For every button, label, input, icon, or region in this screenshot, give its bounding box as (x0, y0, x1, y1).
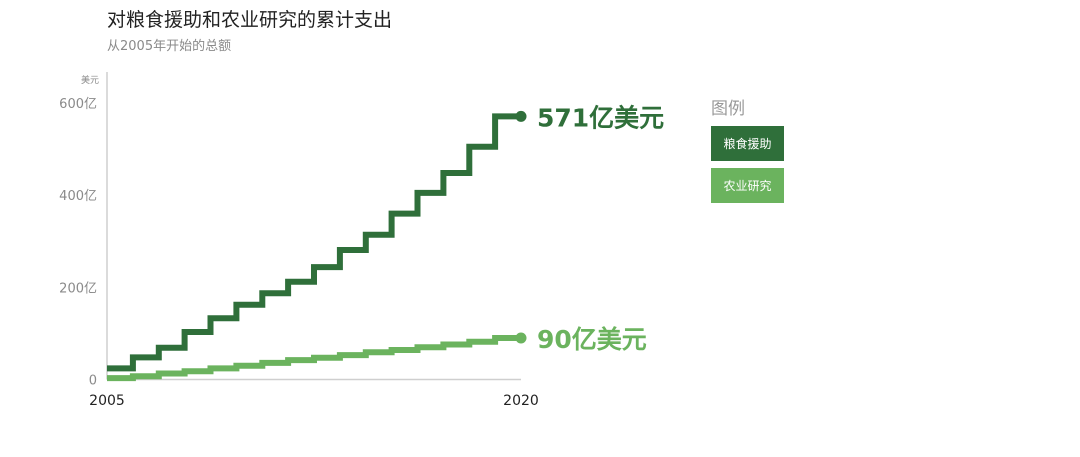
legend-label-food-aid: 粮食援助 (723, 137, 772, 151)
end-label-food-aid: 571亿美元 (537, 103, 664, 132)
chart-title: 对粮食援助和农业研究的累计支出 (107, 9, 393, 31)
y-tick-label-0: 0 (89, 374, 97, 389)
y-tick-label-3: 600亿 (59, 97, 97, 112)
y-tick-label-1: 200亿 (59, 281, 97, 296)
series-end-point-food-aid (515, 110, 527, 122)
y-axis-unit: 美元 (81, 74, 99, 86)
series-line-food-aid (107, 113, 521, 372)
legend-title: 图例 (711, 99, 745, 119)
end-label-agri-research: 90亿美元 (537, 325, 647, 354)
series-line-agri-research (107, 335, 521, 382)
chart-subtitle: 从2005年开始的总额 (107, 39, 232, 54)
x-tick-label-0: 2005 (89, 393, 125, 409)
series-end-point-agri-research (515, 332, 527, 344)
legend-label-agri-research: 农业研究 (723, 179, 772, 193)
x-tick-label-1: 2020 (503, 393, 539, 409)
legend-item-food-aid[interactable]: 粮食援助 (711, 126, 784, 161)
legend-item-agri-research[interactable]: 农业研究 (711, 168, 784, 203)
y-tick-label-2: 400亿 (59, 189, 97, 204)
